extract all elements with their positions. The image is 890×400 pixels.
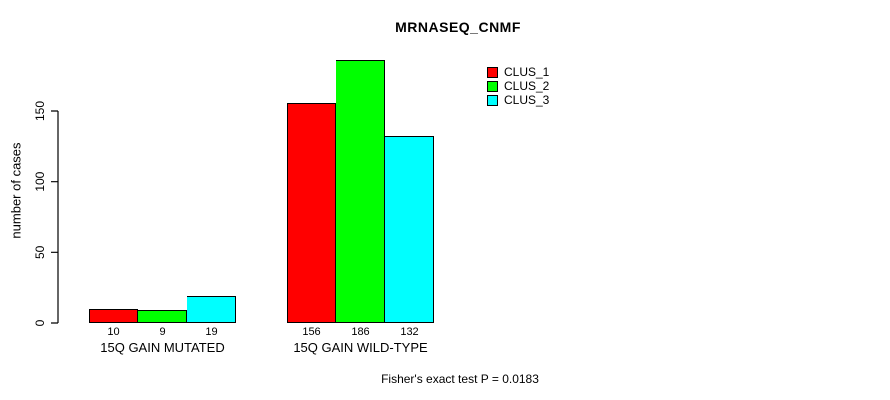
legend-row-clus_1: CLUS_1	[487, 65, 549, 79]
legend-row-clus_3: CLUS_3	[487, 93, 549, 107]
y-axis-label: number of cases	[8, 142, 24, 239]
legend-swatch-icon	[487, 94, 498, 106]
y-tick-label: 0	[33, 319, 47, 326]
y-tick-label: 100	[33, 171, 47, 191]
y-tick-label: 50	[33, 245, 47, 259]
x-category-label: 15Q GAIN WILD-TYPE	[293, 340, 428, 355]
bar-value-label: 19	[205, 326, 218, 338]
chart-title: MRNASEQ_CNMF	[395, 19, 521, 35]
legend-label: CLUS_3	[504, 93, 550, 107]
bar-clus_1-2	[287, 102, 336, 323]
x-category-label: 15Q GAIN MUTATED	[100, 340, 225, 355]
bar-clus_1-1	[89, 308, 138, 323]
legend-label: CLUS_2	[504, 79, 550, 93]
legend-swatch-icon	[487, 66, 498, 78]
p-value-annotation: Fisher's exact test P = 0.0183	[381, 372, 539, 386]
bar-value-label: 132	[400, 326, 419, 338]
y-tick-label: 150	[33, 101, 47, 121]
y-axis-line	[51, 110, 59, 324]
legend-row-clus_2: CLUS_2	[487, 79, 549, 93]
bar-value-label: 186	[351, 326, 370, 338]
legend-label: CLUS_1	[504, 65, 550, 79]
bar-clus_2-2	[336, 60, 385, 323]
bar-clus_3-2	[385, 136, 434, 323]
bar-value-label: 10	[107, 326, 120, 338]
legend-swatch-icon	[487, 80, 498, 92]
bar-clus_3-1	[187, 296, 236, 323]
bar-clus_2-1	[138, 310, 187, 323]
bar-value-label: 156	[302, 326, 321, 338]
legend: CLUS_1 CLUS_2 CLUS_3	[487, 65, 549, 107]
bar-value-label: 9	[159, 326, 166, 338]
